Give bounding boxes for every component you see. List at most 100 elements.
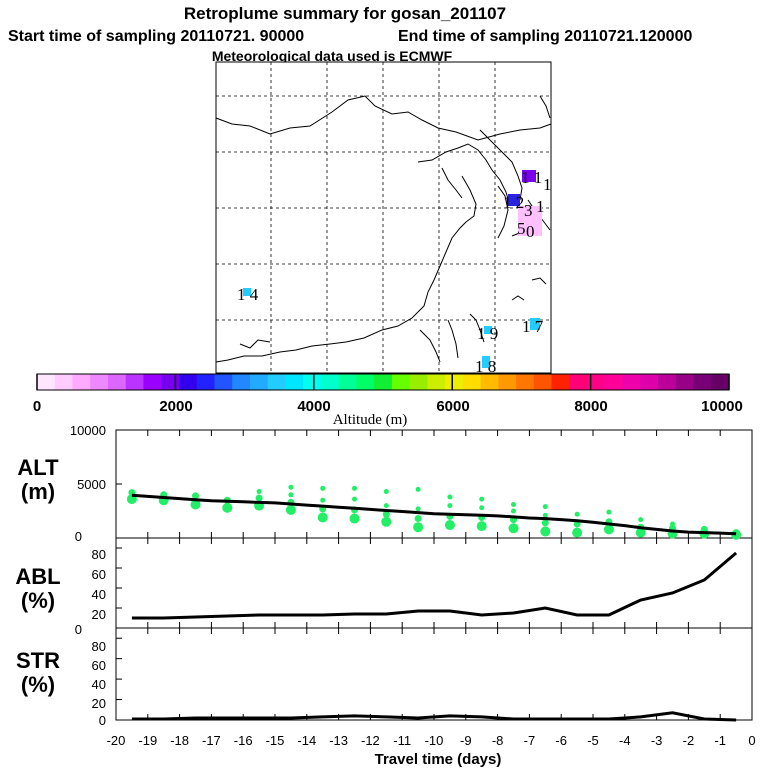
alt-ylabel: ALT [17, 455, 59, 480]
abl-ytick-label: 0 [75, 622, 82, 637]
abl-ytick-label: 20 [92, 607, 106, 622]
colorbar-swatch [391, 374, 411, 390]
alt-particle-point [479, 496, 485, 502]
map-label: 1 9 [477, 324, 498, 343]
alt-ytick-label: 5000 [77, 477, 106, 492]
colorbar-swatch [125, 374, 145, 390]
str-ytick-label: 20 [92, 696, 106, 711]
x-tick-label: -19 [138, 733, 157, 748]
alt-particle-point [413, 522, 424, 533]
alt-particle-point [320, 485, 326, 491]
map-label: 3 [524, 201, 533, 220]
colorbar-swatch [37, 374, 56, 390]
colorbar-tick-label: 2000 [159, 398, 192, 415]
abl-ytick-label: 80 [92, 547, 106, 562]
abl-panel-frame [115, 537, 753, 629]
colorbar-title: Altitude (m) [333, 412, 408, 428]
colorbar-swatch [711, 374, 730, 390]
colorbar-swatch [658, 374, 677, 390]
alt-particle-point [606, 509, 612, 515]
x-tick-label: -6 [555, 733, 567, 748]
colorbar-swatch [374, 374, 393, 390]
colorbar-swatch [107, 374, 127, 390]
alt-particle-point [447, 503, 453, 509]
map-label: 1 [536, 197, 545, 216]
x-tick-label: -14 [297, 733, 316, 748]
alt-particle-point [638, 517, 644, 523]
x-tick-labels: -20 -19 -18 -17 -16 -15 -14 -13 -12 -11 -10 -9 -8 -7-… [107, 733, 756, 748]
colorbar-tick-label: 0 [33, 398, 41, 415]
alt-particle-point [285, 504, 296, 515]
plume-point [243, 288, 251, 296]
colorbar-swatch [427, 374, 446, 390]
colorbar-swatch [462, 374, 482, 390]
colorbar-swatch [178, 374, 198, 390]
map-label: 1 1 [521, 168, 542, 187]
colorbar-swatch [622, 374, 641, 390]
colorbar-swatch [249, 374, 269, 390]
alt-particle-point [542, 504, 548, 510]
altitude-colorbar [36, 373, 730, 391]
plume-point [518, 206, 542, 236]
alt-yticks: 10000 5000 0 [70, 423, 106, 544]
map-label: 5 [517, 219, 526, 238]
alt-ytick-label: 0 [75, 529, 82, 544]
str-ytick-label: 0 [99, 713, 106, 728]
x-axis-title: Travel time (days) [375, 751, 502, 768]
abl-series-line [131, 551, 738, 620]
colorbar-swatch [161, 374, 180, 390]
alt-particle-point [635, 527, 646, 538]
alt-particle-point [222, 502, 233, 513]
str-yticks: 80 60 40 20 0 [92, 639, 106, 728]
alt-particle-point [572, 527, 583, 538]
x-tick-label: -8 [492, 733, 504, 748]
plume-point [484, 326, 492, 334]
colorbar-swatch [214, 374, 233, 390]
end-time-label: End time of sampling 20110721.120000 [398, 28, 692, 45]
map-label: 1 2 [503, 193, 524, 212]
colorbar-swatch [72, 374, 91, 390]
x-tick-label: 0 [748, 733, 755, 748]
x-tick-label: -16 [234, 733, 253, 748]
colorbar-swatch [267, 374, 287, 390]
colorbar-swatch [675, 374, 695, 390]
colorbar-swatch [498, 374, 517, 390]
plume-point [482, 356, 490, 368]
alt-particle-point [352, 485, 357, 491]
str-panel-frame [115, 627, 753, 721]
figure-title: Retroplume summary for gosan_201107 [184, 4, 506, 23]
alt-particle-point [383, 503, 389, 509]
x-tick-label: -3 [651, 733, 663, 748]
abl-ylabel: ABL [15, 564, 60, 589]
alt-particle-point [541, 519, 549, 527]
alt-particle-point [192, 492, 199, 500]
panel-tick-marks [115, 429, 753, 721]
colorbar-swatch [693, 374, 712, 390]
alt-particle-point [381, 516, 392, 527]
alt-particle-point [414, 515, 422, 523]
x-tick-label: -5 [587, 733, 599, 748]
x-tick-label: -9 [460, 733, 472, 748]
alt-particle-point [508, 523, 519, 534]
map-label: 1 4 [237, 285, 259, 304]
colorbar-tick-label: 10000 [701, 398, 743, 415]
alt-particle-point [540, 526, 551, 537]
plume-point [522, 170, 536, 182]
start-time-label: Start time of sampling 20110721. 90000 [8, 28, 304, 45]
map-label: 0 [526, 222, 535, 241]
str-ylabel-unit: (%) [21, 672, 55, 697]
alt-particle-point [352, 496, 357, 502]
alt-particle-point [670, 521, 675, 527]
colorbar-swatch [569, 374, 588, 390]
map-label: 1 [543, 175, 552, 194]
alt-particle-point [349, 513, 360, 524]
alt-particle-point [415, 486, 421, 492]
met-data-label: Meteorological data used is ECMWF [212, 48, 453, 64]
colorbar-swatch [604, 374, 624, 390]
x-tick-label: -20 [107, 733, 126, 748]
colorbar-swatch [533, 374, 553, 390]
colorbar-swatch [356, 374, 375, 390]
x-tick-label: -18 [170, 733, 189, 748]
alt-particle-point [476, 521, 487, 532]
colorbar-swatch [445, 374, 464, 390]
